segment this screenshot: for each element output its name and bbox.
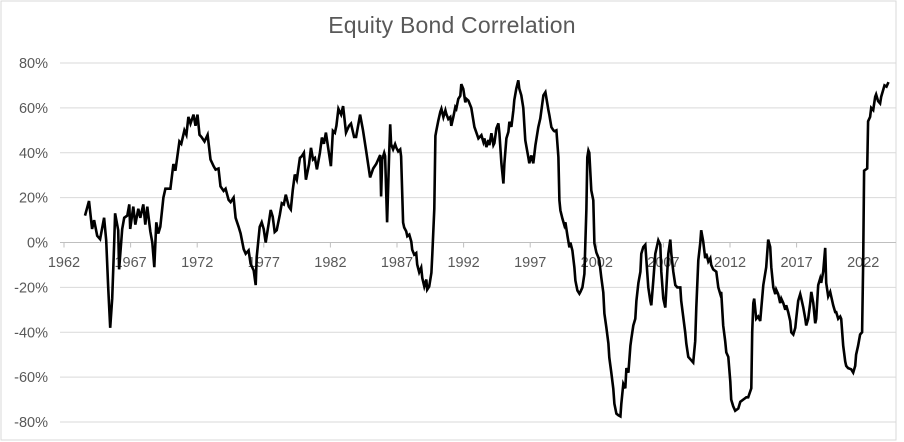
x-tick-label: 1992	[447, 255, 479, 271]
correlation-series-line	[83, 79, 890, 419]
y-tick-label: -40%	[14, 325, 48, 341]
y-tick-label: 60%	[19, 101, 48, 117]
x-tick-label: 2017	[780, 255, 812, 271]
x-tick-label: 1982	[314, 255, 346, 271]
y-tick-label: 80%	[19, 56, 48, 72]
x-tick-label: 1987	[381, 255, 413, 271]
x-tick-label: 2012	[714, 255, 746, 271]
y-tick-label: -60%	[14, 370, 48, 386]
x-tick-label: 1967	[114, 255, 146, 271]
x-tick-label: 2002	[581, 255, 613, 271]
x-tick-label: 1972	[181, 255, 213, 271]
x-tick-label: 2007	[647, 255, 679, 271]
gridlines	[60, 62, 896, 423]
series	[83, 79, 890, 419]
x-tick-label: 1997	[514, 255, 546, 271]
y-tick-label: -80%	[14, 415, 48, 431]
chart-title: Equity Bond Correlation	[328, 12, 576, 38]
x-tick-label: 1962	[48, 255, 80, 271]
y-tick-label: -20%	[14, 280, 48, 296]
y-axis-tick-labels: 80% 60% 40% 20% 0% -20% -40% -60% -80%	[14, 56, 48, 431]
y-tick-label: 40%	[19, 146, 48, 162]
x-axis-tick-labels: 1962 1967 1972 1977 1982 1987 1992 1997 2002 2007…	[48, 255, 879, 271]
y-tick-label: 20%	[19, 191, 48, 207]
y-tick-label: 0%	[27, 236, 48, 252]
